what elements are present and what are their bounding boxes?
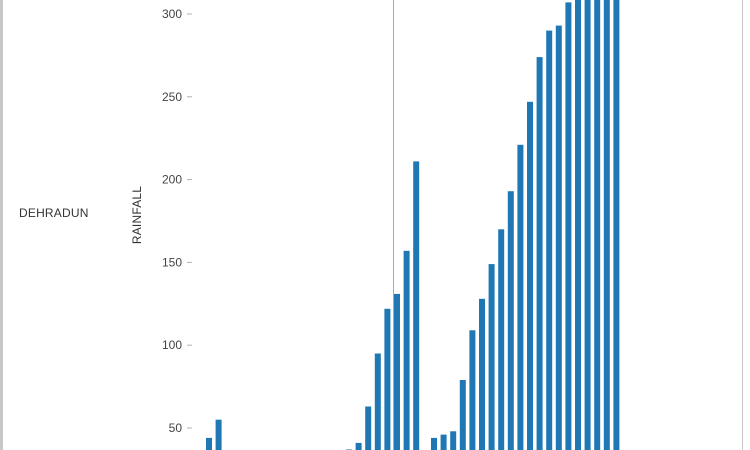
bar[interactable]: [450, 431, 457, 450]
bar[interactable]: [413, 161, 420, 450]
bar[interactable]: [365, 406, 372, 450]
bar[interactable]: [575, 0, 581, 450]
bar[interactable]: [546, 30, 553, 450]
y-tick-label: 150: [162, 255, 182, 269]
bar[interactable]: [206, 437, 212, 450]
bar[interactable]: [431, 437, 437, 450]
bar[interactable]: [603, 0, 610, 450]
y-tick-label: 100: [162, 338, 182, 352]
bar[interactable]: [536, 57, 543, 450]
y-tick-label: 50: [169, 421, 183, 435]
y-tick-label: 250: [162, 90, 182, 104]
bar[interactable]: [507, 191, 514, 450]
bar[interactable]: [403, 250, 410, 450]
bar[interactable]: [384, 308, 391, 450]
bar[interactable]: [355, 442, 362, 450]
bar[interactable]: [565, 2, 572, 450]
bar[interactable]: [394, 293, 400, 450]
row-header-label: DEHRADUN: [19, 206, 89, 220]
y-tick-label: 200: [162, 173, 182, 187]
bar[interactable]: [469, 330, 476, 450]
pane-right-border: [742, 0, 743, 450]
bars-group: [206, 0, 620, 450]
bar[interactable]: [498, 229, 505, 450]
bar[interactable]: [479, 298, 485, 450]
bar[interactable]: [440, 434, 447, 450]
bar[interactable]: [613, 0, 620, 450]
bar[interactable]: [215, 419, 222, 450]
y-axis: 50 100 150 200 250 300: [162, 7, 192, 435]
pane-left-border: [0, 0, 3, 450]
bar[interactable]: [459, 380, 466, 450]
bar[interactable]: [374, 353, 381, 450]
bar[interactable]: [488, 264, 495, 450]
bar[interactable]: [584, 0, 591, 450]
bar[interactable]: [555, 25, 562, 450]
bar[interactable]: [527, 101, 533, 450]
bar[interactable]: [517, 144, 524, 450]
y-tick-label: 300: [162, 7, 182, 21]
bar[interactable]: [594, 0, 601, 450]
